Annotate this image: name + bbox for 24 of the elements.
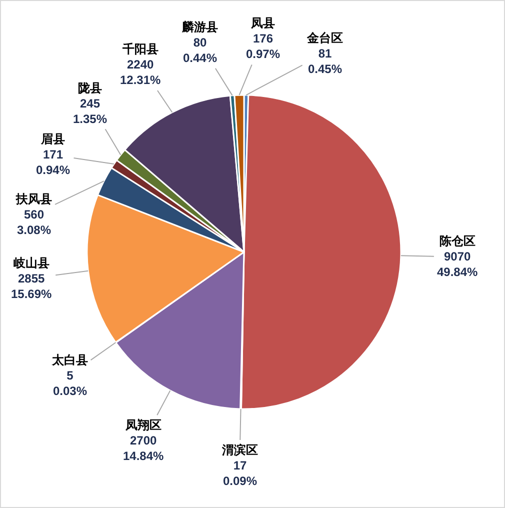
- slice-label: 麟游县: [181, 20, 218, 34]
- data-label: 2855 15.69%: [11, 272, 52, 302]
- slice-label: 眉县: [40, 132, 66, 146]
- slice-label: 凤翔区: [124, 418, 162, 432]
- data-label: 176 0.97%: [246, 32, 280, 62]
- slice-label: 千阳县: [121, 42, 158, 56]
- data-label: 560 3.08%: [16, 208, 52, 238]
- slice-label: 陈仓区: [439, 234, 476, 248]
- data-label: 17 0.09%: [222, 458, 258, 488]
- slice-label: 凤县: [250, 16, 276, 30]
- slice-label: 扶风县: [15, 192, 52, 206]
- slice-label: 岐山县: [13, 256, 50, 270]
- data-label: 81 0.45%: [308, 46, 342, 76]
- data-label: 5 0.03%: [52, 368, 88, 398]
- slice-label: 渭滨区: [221, 443, 258, 457]
- slice-label: 金台区: [306, 31, 343, 45]
- slice-label: 太白县: [51, 353, 88, 367]
- data-label: 80 0.44%: [182, 36, 218, 66]
- data-label: 2700 14.84%: [123, 434, 164, 464]
- data-label: 2240 12.31%: [120, 58, 162, 88]
- slice-label: 陇县: [78, 81, 102, 95]
- data-label: 9070 49.84%: [437, 250, 478, 280]
- data-label: 245 1.35%: [73, 96, 108, 126]
- data-label: 171 0.94%: [36, 148, 70, 178]
